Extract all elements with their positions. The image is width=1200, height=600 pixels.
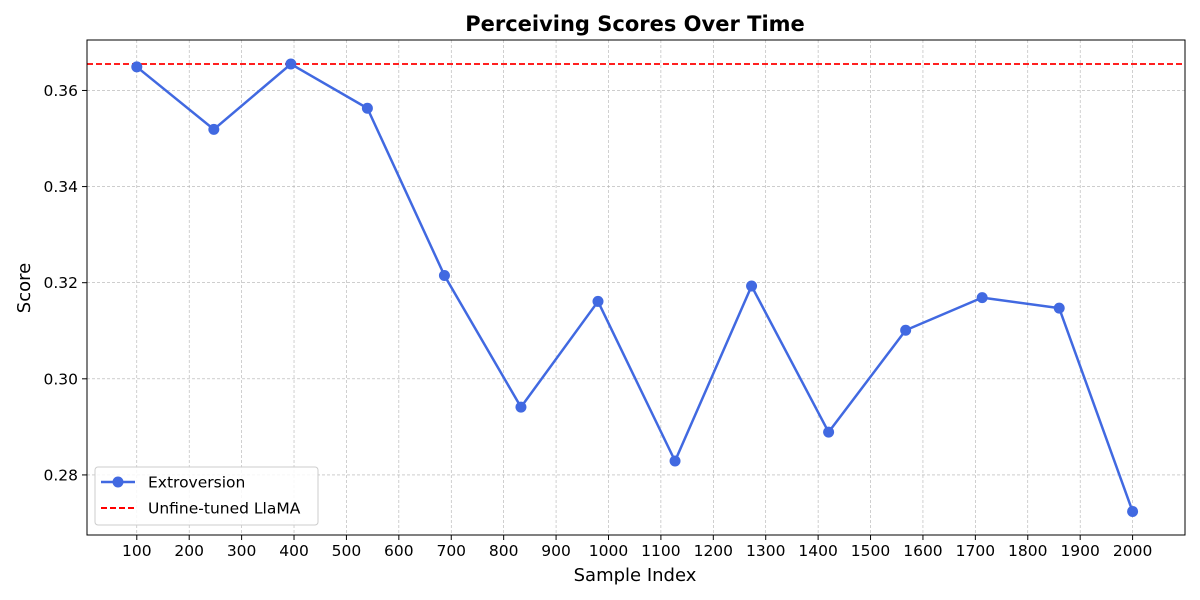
- data-point: [592, 295, 604, 307]
- series-lines: [136, 62, 1134, 512]
- legend-series-label: Extroversion: [148, 474, 245, 492]
- data-point: [823, 426, 835, 438]
- data-point: [900, 324, 912, 336]
- legend-reference-label: Unfine-tuned LlaMA: [148, 500, 301, 518]
- plot-frame: [86, 39, 1186, 536]
- legend-box: [94, 466, 319, 526]
- y-tick-label: 0.32: [43, 274, 78, 292]
- x-tick-label: 500: [332, 542, 362, 560]
- x-tick-label: 700: [436, 542, 466, 560]
- data-point: [1127, 505, 1139, 517]
- x-tick-label: 1700: [956, 542, 995, 560]
- data-point: [746, 280, 758, 292]
- x-tick-label: 1300: [746, 542, 785, 560]
- y-axis-label: Score: [14, 263, 35, 313]
- data-point: [515, 401, 527, 413]
- x-tick-label: 1200: [694, 542, 733, 560]
- x-axis-ticks: 100 200 300 400 500 600 700 800 900 1000 1100 1200 1…: [122, 535, 1152, 560]
- x-tick-label: 600: [384, 542, 414, 560]
- data-point: [1053, 302, 1065, 314]
- x-tick-label: 1500: [851, 542, 890, 560]
- y-tick-label: 0.36: [43, 82, 78, 100]
- x-tick-label: 900: [541, 542, 571, 560]
- x-tick-label: 1100: [641, 542, 680, 560]
- x-tick-label: 1400: [798, 542, 837, 560]
- data-point: [208, 123, 220, 135]
- x-tick-label: 2000: [1113, 542, 1152, 560]
- x-tick-label: 1900: [1060, 542, 1099, 560]
- data-point: [438, 269, 450, 281]
- x-tick-label: 100: [122, 542, 152, 560]
- data-points: [131, 58, 1139, 517]
- x-tick-label: 200: [174, 542, 204, 560]
- legend: Extroversion Unfine-tuned LlaMA: [94, 466, 319, 526]
- data-point: [976, 292, 988, 304]
- x-tick-label: 400: [279, 542, 309, 560]
- data-point: [131, 61, 143, 73]
- x-axis-label: Sample Index: [574, 565, 697, 586]
- y-tick-label: 0.28: [43, 466, 78, 484]
- series-line: [136, 62, 1134, 512]
- x-tick-label: 1800: [1008, 542, 1047, 560]
- y-tick-label: 0.30: [43, 370, 78, 388]
- data-point: [669, 455, 681, 467]
- legend-series-marker: [112, 476, 124, 488]
- x-tick-label: 1000: [589, 542, 628, 560]
- x-tick-label: 300: [227, 542, 257, 560]
- y-axis-ticks: 0.28 0.30 0.32 0.34 0.36: [43, 82, 87, 484]
- y-tick-label: 0.34: [43, 178, 78, 196]
- grid: [87, 40, 1185, 535]
- data-point: [285, 58, 297, 70]
- x-tick-label: 800: [489, 542, 519, 560]
- x-tick-label: 1600: [903, 542, 942, 560]
- data-point: [361, 102, 373, 114]
- chart-title: Perceiving Scores Over Time: [465, 12, 805, 36]
